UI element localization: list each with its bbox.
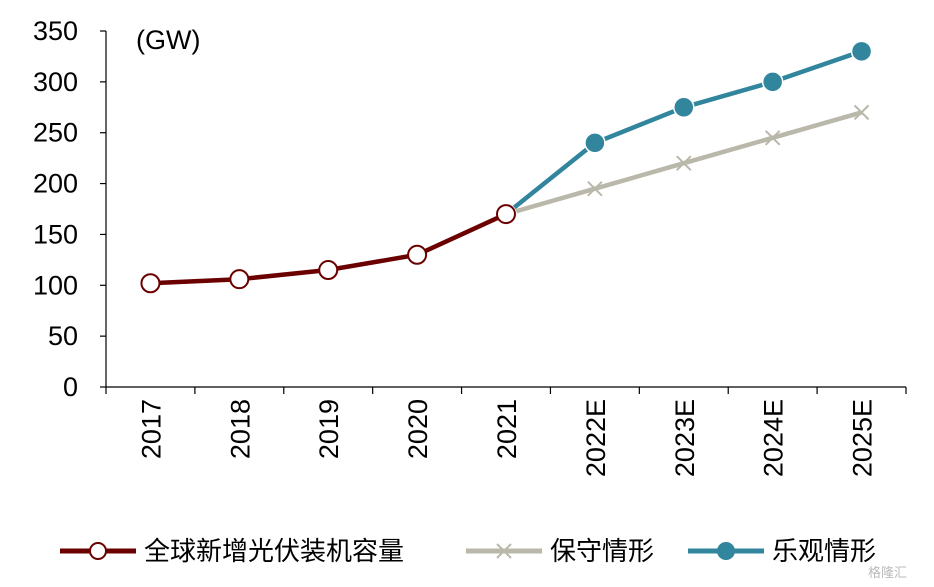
y-tick-label: 250 xyxy=(33,118,78,148)
data-point-stroke xyxy=(764,130,781,146)
legend-label: 全球新增光伏装机容量 xyxy=(144,536,404,566)
legend-label: 乐观情形 xyxy=(772,536,876,566)
x-tick-label: 2024E xyxy=(759,399,789,477)
unit-label: (GW) xyxy=(136,25,200,55)
x-tick-label: 2022E xyxy=(581,399,611,477)
data-point xyxy=(761,71,784,93)
legend-item: 乐观情形 xyxy=(688,536,876,566)
data-point xyxy=(850,40,873,63)
data-point xyxy=(853,104,870,121)
legend-marker xyxy=(717,542,735,560)
y-tick-label: 150 xyxy=(33,219,78,249)
axes: 0 50 100 150 200 250 300 350 2017 2018 2019 2020 202… xyxy=(33,16,907,477)
y-tick-label: 300 xyxy=(33,67,78,97)
data-point xyxy=(407,244,428,265)
x-tick-label: 2020 xyxy=(403,399,433,459)
series-layer xyxy=(140,40,873,294)
data-point xyxy=(318,260,339,281)
data-point-stroke xyxy=(676,155,692,171)
y-tick-label: 100 xyxy=(33,270,78,300)
data-point xyxy=(229,269,250,290)
legend-marker xyxy=(496,543,512,559)
y-tick-label: 50 xyxy=(48,321,78,351)
data-point xyxy=(587,180,603,197)
data-point xyxy=(673,96,695,119)
x-tick-label: 2025E xyxy=(848,399,878,477)
data-point xyxy=(584,132,606,154)
y-tick-label: 0 xyxy=(63,372,78,402)
legend-item: 全球新增光伏装机容量 xyxy=(60,536,404,566)
data-point-stroke xyxy=(853,104,870,121)
data-point xyxy=(496,204,516,225)
watermark-text: 格隆汇 xyxy=(868,565,907,580)
legend-marker xyxy=(89,542,107,560)
legend: 全球新增光伏装机容量 保守情形 乐观情形 xyxy=(60,536,876,566)
x-tick-label: 2023E xyxy=(670,399,700,477)
x-tick-label: 2019 xyxy=(314,399,344,459)
data-point xyxy=(764,130,781,146)
legend-label: 保守情形 xyxy=(550,536,654,566)
y-tick-label: 350 xyxy=(33,16,78,46)
data-point-stroke xyxy=(587,180,603,197)
series-line xyxy=(504,49,863,216)
y-tick-label: 200 xyxy=(33,169,78,199)
x-tick-label: 2021 xyxy=(492,399,522,459)
x-tick-label: 2018 xyxy=(225,399,255,459)
data-point xyxy=(676,155,692,171)
data-point xyxy=(140,273,161,294)
legend-item: 保守情形 xyxy=(466,536,654,566)
x-tick-label: 2017 xyxy=(136,399,166,459)
